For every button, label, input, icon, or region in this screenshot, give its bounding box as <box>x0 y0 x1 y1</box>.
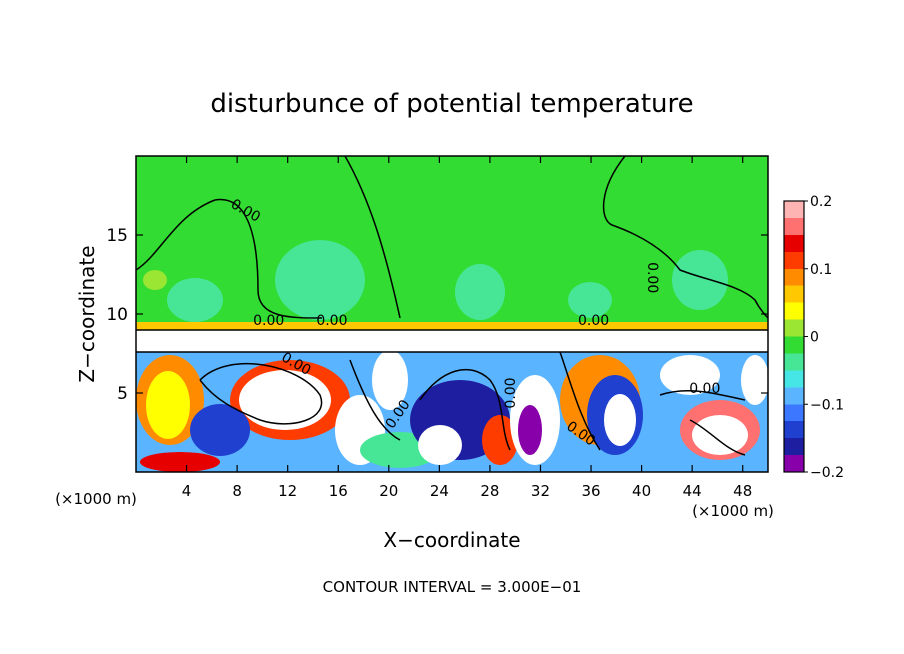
contour-line <box>344 156 401 319</box>
contour-label: 0.00 <box>578 313 609 329</box>
x-unit-label-left: (×1000 m) <box>55 490 137 508</box>
colorbar-tick-label: 0 <box>810 330 819 346</box>
colorbar-tick-label: −0.2 <box>810 465 844 481</box>
field-blob <box>275 240 365 320</box>
field-blob <box>455 264 505 320</box>
x-tick-label: 32 <box>531 482 550 500</box>
x-tick-label: 20 <box>379 482 398 500</box>
field-blob <box>418 425 462 465</box>
y-tick-label: 5 <box>117 384 128 404</box>
field-blob <box>692 415 748 455</box>
contour-label: 0.00 <box>644 262 660 293</box>
field-blob <box>143 270 167 290</box>
x-tick-label: 8 <box>232 482 242 500</box>
contour-interval-note: CONTOUR INTERVAL = 3.000E−01 <box>323 578 582 596</box>
contour-line <box>136 198 323 319</box>
x-tick-label: 12 <box>278 482 297 500</box>
contour-line <box>419 369 511 451</box>
x-tick-label: 24 <box>430 482 449 500</box>
field-blob <box>140 452 220 472</box>
colorbar: 0.2 0.1 0 −0.1 −0.2 <box>783 194 844 481</box>
field-blob <box>146 371 190 439</box>
x-axis-label: X−coordinate <box>383 528 520 552</box>
x-tick-label: 16 <box>329 482 348 500</box>
x-tick-label: 48 <box>733 482 752 500</box>
contour-label: 0.00 <box>316 313 347 329</box>
colorbar-tick-label: 0.2 <box>810 194 832 210</box>
y-ticks: 5 10 15 <box>106 226 768 404</box>
x-tick-label: 44 <box>683 482 702 500</box>
contour-lines <box>136 156 768 456</box>
field-layer <box>136 240 768 472</box>
field-blob <box>190 404 250 456</box>
field-blob <box>239 370 331 430</box>
x-tick-label: 36 <box>581 482 600 500</box>
field-blob <box>372 350 408 410</box>
field-blob <box>604 394 636 446</box>
chart-title: disturbunce of potential temperature <box>210 89 693 119</box>
contour-line <box>602 156 768 319</box>
field-blob <box>518 405 542 455</box>
x-ticks: 4 8 12 16 20 24 28 32 36 40 44 48 <box>182 156 752 500</box>
y-tick-label: 10 <box>106 305 128 325</box>
contour-line <box>659 389 746 401</box>
colorbar-tick-label: 0.1 <box>810 262 832 278</box>
x-unit-label-right: (×1000 m) <box>692 502 774 520</box>
inversion-band <box>136 330 768 352</box>
x-tick-label: 4 <box>182 482 192 500</box>
colorbar-tick-label: −0.1 <box>810 397 844 413</box>
field-blob <box>167 278 223 322</box>
contour-line <box>689 419 746 456</box>
field-blob <box>672 250 728 310</box>
contour-line <box>199 362 323 425</box>
x-tick-label: 40 <box>632 482 651 500</box>
contour-label: 0.00 <box>253 313 284 329</box>
inversion-band <box>136 322 768 332</box>
field-blob <box>482 415 518 465</box>
field-blob <box>568 282 612 318</box>
y-axis-label: Z−coordinate <box>75 245 99 382</box>
contour-line <box>559 351 601 451</box>
x-tick-label: 28 <box>480 482 499 500</box>
field-blob <box>660 355 720 395</box>
y-tick-label: 15 <box>106 226 128 246</box>
field-blob <box>741 355 768 405</box>
colorbar-ticks: 0.2 0.1 0 −0.1 −0.2 <box>804 194 844 481</box>
colorbar-fill <box>784 201 804 472</box>
plot-area: 0.000.000.00 0.00 0.000.000.000.000.000.00… <box>106 155 769 500</box>
contour-line <box>349 359 401 441</box>
contour-label: 0.00 <box>503 377 519 408</box>
contour-label: 0.00 <box>689 381 720 397</box>
